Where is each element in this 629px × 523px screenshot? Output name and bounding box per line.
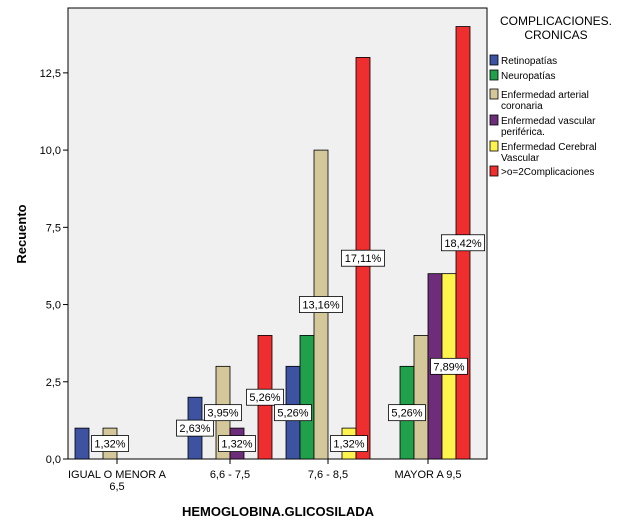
data-label-box: [298, 296, 343, 313]
data-label: 5,26%: [277, 408, 308, 420]
data-labels-layer: 1,32% 2,63% 3,95% 1,32% 5,26% 5,26% 13,16% 1,32…: [91, 234, 485, 452]
legend-swatch: [489, 114, 499, 126]
legend-entry: Retinopatías: [501, 56, 557, 67]
data-label: 1,32%: [221, 439, 252, 451]
data-label: 5,26%: [391, 408, 422, 420]
legend-entry: Enfermedad arterial coronaria: [501, 90, 589, 112]
y-tick-label: 0,0: [46, 454, 61, 466]
y-tick-label: 5,0: [46, 300, 61, 312]
data-label: 5,26%: [249, 392, 280, 404]
legend-entry: Enfermedad vascular periférica.: [501, 116, 596, 138]
bar: [413, 335, 429, 460]
y-tick-label: 12,5: [40, 68, 61, 80]
bar: [74, 427, 90, 460]
legend-entry: Enfermedad Cerebral Vascular: [501, 142, 597, 164]
y-tick-label: 10,0: [40, 145, 61, 157]
data-label-box: [274, 404, 312, 422]
data-label: 18,42%: [444, 238, 482, 250]
data-label: 13,16%: [302, 300, 340, 312]
legend-swatch: [489, 69, 499, 81]
x-tick-label: 7,6 - 8,5: [308, 469, 348, 481]
y-axis: 0,0 2,5 5,0 7,5 10,0 12,5: [40, 68, 68, 466]
data-label: 2,63%: [179, 423, 210, 435]
data-label: 17,11%: [345, 253, 382, 265]
data-label-box: [330, 435, 368, 452]
legend-swatch: [489, 140, 499, 152]
legend: COMPLICACIONES. CRONICAS Retinopatías Neuro…: [489, 14, 612, 178]
legend-swatch: [489, 88, 499, 100]
y-tick-label: 2,5: [46, 377, 61, 389]
y-axis-title: Recuento: [14, 204, 29, 263]
x-axis-title: HEMOGLOBINA.GLICOSILADA: [182, 504, 375, 519]
data-label-box: [388, 404, 426, 422]
legend-entry: Neuropatías: [501, 71, 555, 82]
x-axis: IGUAL O MENOR A 6,5 6,6 - 7,5 7,6 - 8,5 MAYO…: [68, 459, 462, 493]
data-label-box: [340, 249, 385, 267]
data-label-box: [91, 435, 129, 452]
x-tick-label: IGUAL O MENOR A 6,5: [68, 469, 167, 493]
legend-swatch: [489, 54, 499, 66]
bar: [299, 335, 315, 460]
data-label-box: [440, 234, 485, 252]
data-label-box: [430, 357, 468, 375]
x-tick-label: 6,6 - 7,5: [210, 469, 250, 481]
data-label-box: [246, 388, 284, 406]
data-label-box: [204, 404, 242, 422]
data-label: 3,95%: [207, 408, 238, 420]
data-label: 7,89%: [433, 361, 464, 373]
x-tick-label: MAYOR A 9,5: [394, 469, 461, 481]
data-label-box: [176, 419, 214, 437]
data-label-box: [218, 435, 256, 452]
legend-entry: >o=2Complicaciones: [501, 167, 594, 178]
data-label: 1,32%: [333, 439, 364, 451]
bars-layer: [74, 26, 471, 460]
legend-title: COMPLICACIONES. CRONICAS: [500, 14, 612, 42]
data-label: 1,32%: [94, 439, 125, 451]
legend-swatch: [489, 165, 499, 177]
y-tick-label: 7,5: [46, 222, 61, 234]
